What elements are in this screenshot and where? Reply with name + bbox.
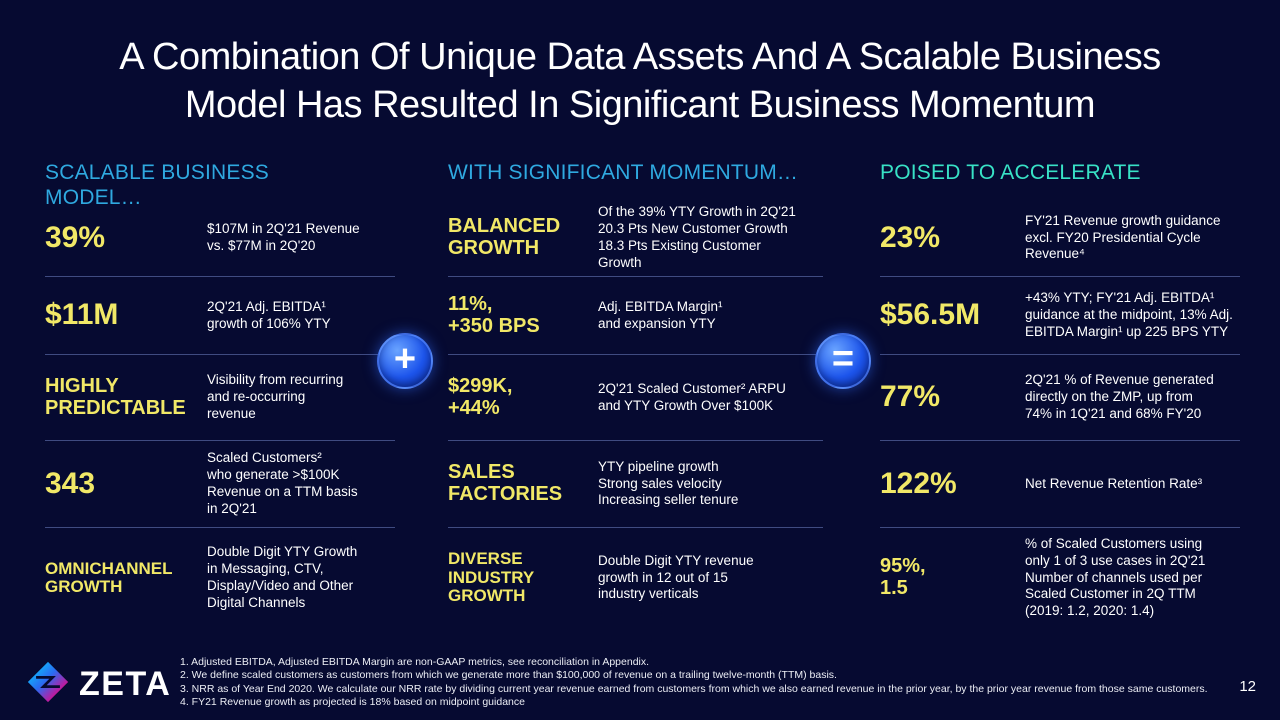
stat-row: $299K, +44% 2Q'21 Scaled Customer² ARPU …	[448, 355, 823, 441]
stat-value: 77%	[880, 380, 941, 414]
stat-description: +43% YTY; FY'21 Adj. EBITDA¹ guidance at…	[1025, 290, 1233, 339]
stat-row: HIGHLY PREDICTABLE Visibility from recur…	[45, 355, 395, 441]
stat-description: Of the 39% YTY Growth in 2Q'21 20.3 Pts …	[598, 204, 796, 270]
stat-row: 343 Scaled Customers² who generate >$100…	[45, 441, 395, 528]
column-header: POISED TO ACCELERATE	[880, 161, 1141, 184]
stat-value: $56.5M	[880, 298, 981, 332]
column-rows: 39% $107M in 2Q'21 Revenue vs. $77M in 2…	[45, 200, 395, 628]
column-scalable-business-model: SCALABLE BUSINESS MODEL… 39% $107M in 2Q…	[45, 160, 395, 640]
stat-description: 2Q'21 Adj. EBITDA¹ growth of 106% YTY	[207, 298, 331, 331]
equals-icon: =	[831, 338, 855, 380]
stat-description: % of Scaled Customers using only 1 of 3 …	[1025, 535, 1206, 619]
stat-row: DIVERSE INDUSTRY GROWTH Double Digit YTY…	[448, 528, 823, 628]
stat-value: HIGHLY PREDICTABLE	[45, 374, 186, 419]
stat-row: $56.5M +43% YTY; FY'21 Adj. EBITDA¹ guid…	[880, 277, 1240, 355]
footnote-line: 1. Adjusted EBITDA, Adjusted EBITDA Marg…	[180, 656, 650, 668]
stat-row: BALANCED GROWTH Of the 39% YTY Growth in…	[448, 200, 823, 277]
stat-description: Scaled Customers² who generate >$100K Re…	[207, 450, 358, 516]
stat-row: SALES FACTORIES YTY pipeline growth Stro…	[448, 441, 823, 528]
stat-description: Adj. EBITDA Margin¹ and expansion YTY	[598, 298, 723, 331]
stat-value: 122%	[880, 466, 957, 500]
footnotes: 1. Adjusted EBITDA, Adjusted EBITDA Marg…	[180, 656, 1236, 710]
stat-value: BALANCED GROWTH	[448, 215, 561, 259]
equals-badge: =	[815, 333, 871, 389]
stat-value: 11%, +350 BPS	[448, 292, 540, 337]
stat-value: 343	[45, 466, 96, 500]
stat-description: $107M in 2Q'21 Revenue vs. $77M in 2Q'20	[207, 221, 360, 253]
stat-row: 23% FY'21 Revenue growth guidance excl. …	[880, 200, 1240, 277]
stat-description: Double Digit YTY revenue growth in 12 ou…	[598, 552, 754, 602]
footnote-line: 2. We define scaled customers as custome…	[180, 669, 837, 682]
stat-description: Net Revenue Retention Rate³	[1025, 475, 1203, 491]
stat-row: 11%, +350 BPS Adj. EBITDA Margin¹ and ex…	[448, 277, 823, 355]
zeta-logo: ZETA	[26, 660, 171, 709]
stat-value: 95%, 1.5	[880, 555, 926, 599]
stat-value: $11M	[45, 298, 119, 332]
stat-row: 95%, 1.5 % of Scaled Customers using onl…	[880, 528, 1240, 628]
stat-row: 122% Net Revenue Retention Rate³	[880, 441, 1240, 528]
stat-description: YTY pipeline growth Strong sales velocit…	[598, 458, 739, 508]
footnote-line: 4. FY21 Revenue growth as projected is 1…	[180, 696, 525, 709]
stat-value: 39%	[45, 220, 106, 254]
stat-row: 39% $107M in 2Q'21 Revenue vs. $77M in 2…	[45, 200, 395, 277]
stat-description: FY'21 Revenue growth guidance excl. FY20…	[1025, 212, 1221, 262]
column-rows: 23% FY'21 Revenue growth guidance excl. …	[880, 200, 1240, 628]
column-rows: BALANCED GROWTH Of the 39% YTY Growth in…	[448, 200, 823, 628]
stat-value: DIVERSE INDUSTRY GROWTH	[448, 549, 535, 606]
stat-row: 77% 2Q'21 % of Revenue generated directl…	[880, 355, 1240, 441]
stat-value: 23%	[880, 220, 941, 254]
column-header: SCALABLE BUSINESS MODEL…	[45, 161, 269, 210]
stat-row: $11M 2Q'21 Adj. EBITDA¹ growth of 106% Y…	[45, 277, 395, 355]
column-header: WITH SIGNIFICANT MOMENTUM…	[448, 161, 799, 184]
zeta-diamond-icon	[26, 660, 70, 709]
slide-title: A Combination Of Unique Data Assets And …	[119, 36, 1161, 126]
stat-description: 2Q'21 Scaled Customer² ARPU and YTY Grow…	[598, 380, 786, 413]
stat-description: 2Q'21 % of Revenue generated directly on…	[1025, 372, 1214, 421]
zeta-logo-text: ZETA	[79, 665, 172, 703]
column-poised-to-accelerate: POISED TO ACCELERATE 23% FY'21 Revenue g…	[880, 160, 1240, 640]
plus-icon: +	[393, 338, 417, 380]
plus-badge: +	[377, 333, 433, 389]
stat-description: Visibility from recurring and re-occurri…	[207, 372, 344, 421]
stat-value: $299K, +44%	[448, 374, 513, 419]
stat-row: OMNICHANNEL GROWTH Double Digit YTY Grow…	[45, 528, 395, 628]
stat-description: Double Digit YTY Growth in Messaging, CT…	[207, 544, 358, 610]
footnote-line: 3. NRR as of Year End 2020. We calculate…	[180, 682, 1208, 695]
column-significant-momentum: WITH SIGNIFICANT MOMENTUM… BALANCED GROW…	[448, 160, 823, 640]
stat-value: SALES FACTORIES	[448, 461, 563, 505]
stat-value: OMNICHANNEL GROWTH	[45, 558, 173, 596]
page-number: 12	[1239, 678, 1256, 695]
